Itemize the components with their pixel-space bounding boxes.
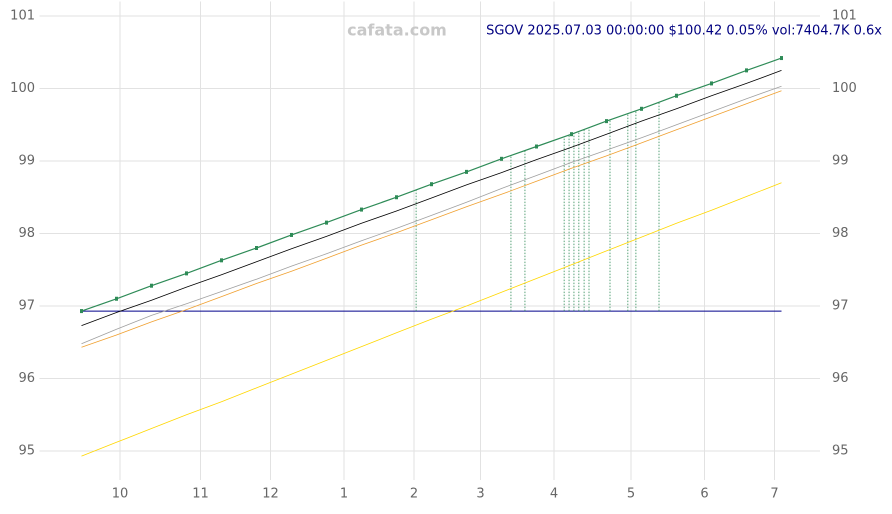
candle [640, 106, 643, 111]
candle [115, 296, 118, 301]
x-tick-label: 1 [340, 487, 348, 502]
y-tick-label-right: 95 [832, 444, 849, 459]
y-tick-label: 97 [18, 299, 35, 314]
candle [325, 220, 328, 225]
x-tick-label: 4 [550, 487, 558, 502]
x-tick-label: 6 [700, 487, 708, 502]
series-line [81, 182, 782, 457]
candle [570, 132, 573, 137]
plot [80, 56, 783, 457]
y-tick-label: 100 [10, 81, 35, 96]
candle [500, 156, 503, 161]
y-tick-label-right: 98 [832, 226, 849, 241]
candle [150, 283, 153, 288]
grid [39, 1, 820, 480]
watermark: cafata.com [347, 21, 447, 40]
series-line [81, 90, 782, 348]
x-tick-label: 3 [476, 487, 484, 502]
candle [780, 56, 783, 61]
series-line [81, 70, 782, 326]
candle [430, 182, 433, 187]
x-tick-label: 11 [192, 487, 209, 502]
candle [185, 271, 188, 276]
candle [465, 169, 468, 174]
y-tick-label: 96 [18, 371, 35, 386]
candle [255, 246, 258, 250]
x-tick-label: 10 [112, 487, 129, 502]
chart-title: SGOV 2025.07.03 00:00:00 $100.42 0.05% v… [486, 24, 882, 39]
candle [360, 207, 363, 212]
y-tick-label: 98 [18, 226, 35, 241]
candle [675, 93, 678, 98]
y-tick-label-right: 101 [832, 9, 857, 24]
y-tick-label-right: 100 [832, 81, 857, 96]
x-tick-label: 7 [770, 487, 778, 502]
candle [290, 232, 293, 237]
y-tick-label: 99 [18, 154, 35, 169]
candle [220, 258, 223, 263]
candle [80, 309, 83, 314]
x-tick-label: 5 [627, 487, 635, 502]
candle [745, 68, 748, 73]
candle [605, 119, 608, 124]
y-tick-label: 95 [18, 444, 35, 459]
y-tick-label-right: 97 [832, 299, 849, 314]
x-tick-label: 12 [262, 487, 279, 502]
candle [710, 81, 713, 86]
y-tick-label: 101 [10, 9, 35, 24]
y-tick-label-right: 96 [832, 371, 849, 386]
y-tick-label-right: 99 [832, 154, 849, 169]
candle [535, 144, 538, 149]
x-tick-label: 2 [410, 487, 418, 502]
series-line [81, 85, 782, 345]
candle [395, 195, 398, 200]
